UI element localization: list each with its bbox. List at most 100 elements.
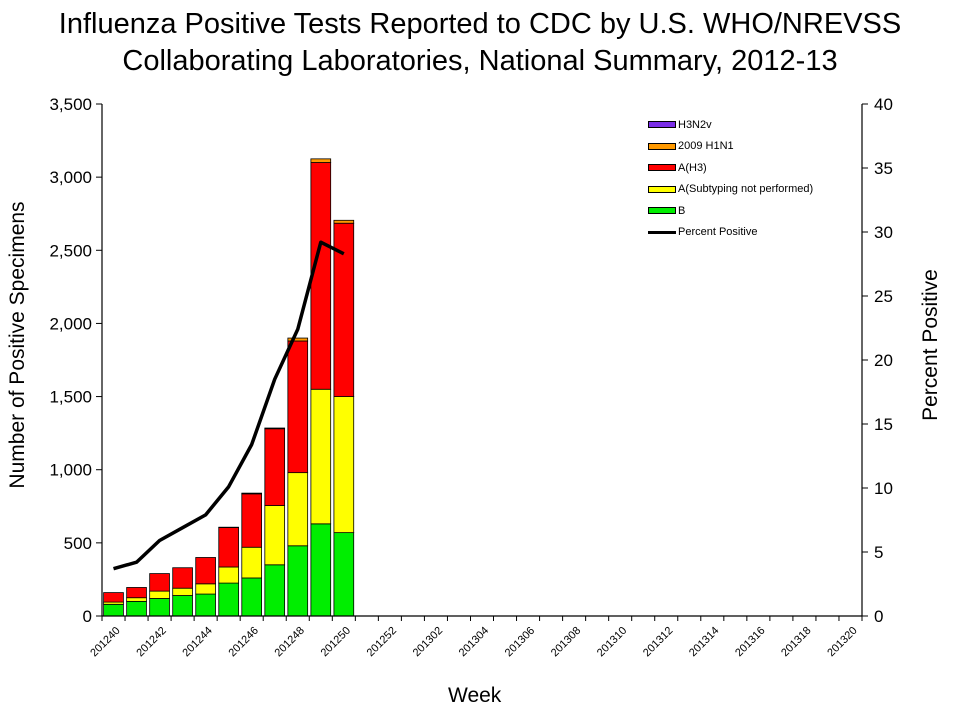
y-tick-label-right: 10 [874, 479, 893, 498]
y-tick-label-left: 2,000 [49, 314, 92, 333]
chart-title-line-2: Collaborating Laboratories, National Sum… [122, 45, 838, 77]
bar-201245-a-subtyping-not-performed- [218, 566, 239, 584]
bar-201246-2009-h1n1 [241, 492, 263, 495]
y-tick-label-left: 500 [64, 534, 92, 553]
bar-201241-b [126, 600, 147, 617]
x-axis-title: Week [448, 684, 502, 707]
bar-201242-a-h3- [149, 573, 170, 592]
legend-label-b: B [678, 204, 686, 217]
y-tick-label-right: 25 [874, 287, 893, 306]
bar-201243-a-subtyping-not-performed- [172, 587, 193, 596]
x-tick-label-201320: 201320 [825, 625, 859, 659]
bar-201242-b [149, 598, 170, 617]
x-tick-label-201244: 201244 [180, 625, 214, 659]
y-tick-label-right: 15 [874, 415, 893, 434]
bar-201240-a-h3- [103, 592, 124, 603]
legend-swatch-percent-positive [648, 230, 676, 234]
bar-201243-b [172, 595, 193, 617]
x-tick-label-201240: 201240 [88, 625, 122, 659]
bar-201248-a-h3- [287, 340, 309, 474]
legend-item-a-subtyping-not-performed: A(Subtyping not performed) [648, 179, 813, 201]
bar-201246-a-h3- [241, 493, 263, 548]
x-tick-label-201250: 201250 [319, 625, 353, 659]
bar-201247-2009-h1n1 [264, 427, 286, 430]
bar-201246-b [241, 577, 263, 617]
y-tick-label-right: 20 [874, 351, 893, 370]
y-tick-label-left: 2,500 [49, 241, 92, 260]
legend-swatch-a-h3 [648, 164, 676, 172]
legend-swatch-b [648, 207, 676, 215]
bar-201247-b [264, 564, 286, 617]
bar-201241-a-subtyping-not-performed- [126, 597, 147, 602]
x-tick-label-201252: 201252 [365, 625, 399, 659]
legend-swatch-a-subtyping-not-performed [648, 185, 676, 193]
legend-item-2009-h1n1: 2009 H1N1 [648, 136, 813, 158]
x-tick-label-201302: 201302 [411, 625, 445, 659]
legend-item-a-h3: A(H3) [648, 157, 813, 179]
bar-201249-a-subtyping-not-performed- [310, 388, 332, 525]
y-tick-label-right: 30 [874, 223, 893, 242]
y-tick-label-left: 1,500 [49, 388, 92, 407]
percent-positive-layer [113, 240, 345, 571]
bar-201249-2009-h1n1 [310, 158, 332, 163]
bar-201248-2009-h1n1 [287, 337, 309, 342]
legend-swatch-2009-h1n1 [648, 142, 676, 150]
x-tick-label-201314: 201314 [687, 625, 721, 659]
x-tick-label-201304: 201304 [457, 625, 491, 659]
bar-201247-a-h3- [264, 428, 286, 506]
legend-item-b: B [648, 200, 813, 222]
y-tick-label-left: 0 [83, 607, 92, 626]
bar-201248-a-subtyping-not-performed- [287, 472, 309, 547]
axes-layer [96, 103, 868, 621]
y-axis-title-left: Number of Positive Specimens [6, 201, 29, 489]
legend-label-h3n2v: H3N2v [678, 118, 712, 131]
y-tick-label-left: 1,000 [49, 461, 92, 480]
bar-201245-a-h3- [218, 527, 239, 568]
legend-swatch-h3n2v [648, 121, 676, 129]
bar-201240-b [103, 603, 124, 617]
bar-201248-b [287, 545, 309, 617]
y-tick-label-left: 3,000 [49, 168, 92, 187]
bar-201250-a-subtyping-not-performed- [333, 396, 355, 534]
x-tick-label-201316: 201316 [733, 625, 767, 659]
y-tick-label-right: 40 [874, 95, 893, 114]
bar-201249-b [310, 523, 332, 617]
legend-label-a-h3: A(H3) [678, 161, 707, 174]
y-tick-label-right: 35 [874, 159, 893, 178]
x-tick-label-201242: 201242 [134, 625, 168, 659]
bars-layer [103, 158, 355, 617]
bar-201244-a-h3- [195, 557, 216, 585]
y-tick-label-right: 0 [874, 607, 883, 626]
bar-201250-2009-h1n1 [333, 219, 355, 224]
y-tick-label-right: 5 [874, 543, 883, 562]
bar-201244-b [195, 593, 216, 617]
bar-201247-a-subtyping-not-performed- [264, 505, 286, 566]
x-tick-label-201310: 201310 [595, 625, 629, 659]
x-tick-label-201318: 201318 [779, 625, 813, 659]
x-tick-label-201312: 201312 [641, 625, 675, 659]
legend-label-percent-positive: Percent Positive [678, 226, 758, 239]
bar-201245-b [218, 582, 239, 617]
bar-201246-a-subtyping-not-performed- [241, 546, 263, 579]
legend: H3N2v 2009 H1N1 A(H3) A(Subtyping not pe… [648, 114, 813, 243]
x-tick-label-201306: 201306 [503, 625, 537, 659]
bar-201244-a-subtyping-not-performed- [195, 583, 216, 595]
chart-title-line-1: Influenza Positive Tests Reported to CDC… [58, 8, 902, 40]
legend-label-2009-h1n1: 2009 H1N1 [678, 140, 734, 153]
legend-item-h3n2v: H3N2v [648, 114, 813, 136]
bar-201249-a-h3- [310, 162, 332, 390]
y-tick-label-left: 3,500 [49, 95, 92, 114]
bar-201250-b [333, 532, 355, 617]
bar-201242-a-subtyping-not-performed- [149, 590, 170, 599]
x-tick-label-201248: 201248 [273, 625, 307, 659]
legend-item-percent-positive: Percent Positive [648, 222, 813, 244]
bar-201243-a-h3- [172, 567, 193, 589]
y-axis-title-right: Percent Positive [919, 269, 942, 421]
bar-201241-a-h3- [126, 587, 147, 599]
x-tick-label-201246: 201246 [226, 625, 260, 659]
legend-label-a-subtyping-not-performed: A(Subtyping not performed) [678, 183, 814, 196]
chart-title: Influenza Positive Tests Reported to CDC… [0, 6, 960, 80]
percent-positive-line [113, 240, 345, 571]
x-tick-label-201308: 201308 [549, 625, 583, 659]
